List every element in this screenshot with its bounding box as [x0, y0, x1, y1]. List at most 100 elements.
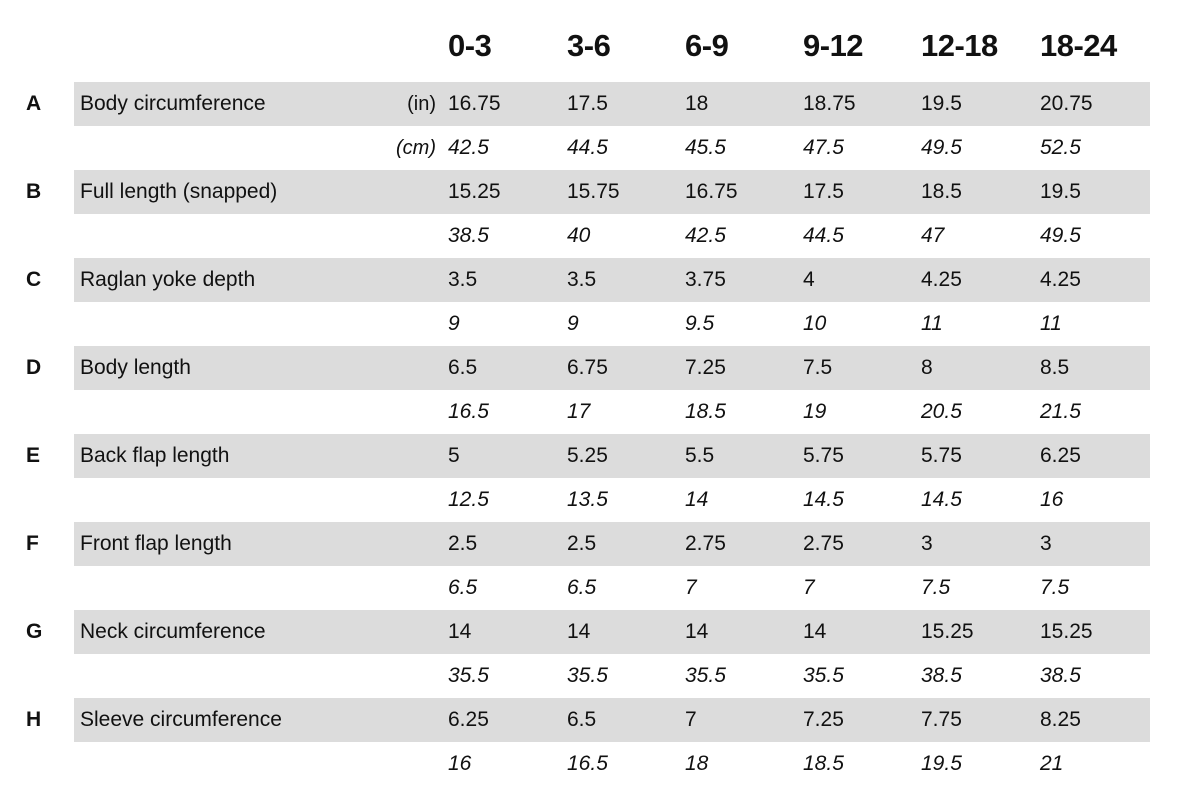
measurement-letter: A — [26, 92, 42, 115]
value-cm: 35.5 — [567, 664, 608, 687]
value-cm: 14 — [685, 488, 709, 511]
value-in: 5.75 — [803, 444, 844, 467]
value-in: 15.25 — [448, 180, 501, 203]
measurement-row-f-cm: 6.5 6.5 7 7 7.5 7.5 — [0, 566, 1186, 610]
measurement-label: Raglan yoke depth — [80, 268, 256, 291]
value-cm: 13.5 — [567, 488, 608, 511]
value-in: 5.75 — [921, 444, 962, 467]
value-cm: 9.5 — [685, 312, 715, 335]
measurement-label: Full length (snapped) — [80, 180, 278, 203]
measurement-row-a-cm: (cm) 42.5 44.5 45.5 47.5 49.5 52.5 — [0, 126, 1186, 170]
value-in: 15.75 — [567, 180, 620, 203]
row-band — [74, 346, 1150, 390]
value-cm: 16 — [1040, 488, 1064, 511]
value-in: 18.5 — [921, 180, 962, 203]
size-header-6-9: 6-9 — [685, 28, 729, 63]
value-in: 14 — [803, 620, 827, 643]
value-in: 2.75 — [685, 532, 726, 555]
value-in: 19.5 — [1040, 180, 1081, 203]
value-cm: 19 — [803, 400, 827, 423]
measurement-letter: G — [26, 620, 43, 643]
size-header-0-3: 0-3 — [448, 28, 492, 63]
value-in: 7 — [685, 708, 697, 731]
value-cm: 47 — [921, 224, 945, 247]
measurement-letter: F — [26, 532, 39, 555]
value-in: 5 — [448, 444, 460, 467]
value-in: 14 — [567, 620, 591, 643]
measurement-letter: E — [26, 444, 41, 467]
value-cm: 16.5 — [567, 752, 608, 775]
value-cm: 12.5 — [448, 488, 489, 511]
value-cm: 11 — [1040, 312, 1062, 335]
measurement-row-a-in: A Body circumference (in) 16.75 17.5 18 18.75 1… — [0, 82, 1186, 126]
value-cm: 16 — [448, 752, 472, 775]
row-band — [74, 610, 1150, 654]
value-in: 6.5 — [448, 356, 478, 379]
value-in: 4.25 — [1040, 268, 1081, 291]
value-in: 6.25 — [1040, 444, 1081, 467]
value-in: 2.5 — [567, 532, 597, 555]
value-in: 20.75 — [1040, 92, 1093, 115]
value-in: 8.5 — [1040, 356, 1070, 379]
size-header-3-6: 3-6 — [567, 28, 611, 63]
size-header-row: 0-3 3-6 6-9 9-12 12-18 18-24 — [0, 22, 1186, 70]
row-band — [74, 434, 1150, 478]
measurement-row-e-in: E Back flap length 5 5.25 5.5 5.75 5.75 6.25 — [0, 434, 1186, 478]
measurement-row-b-cm: 38.5 40 42.5 44.5 47 49.5 — [0, 214, 1186, 258]
measurement-row-f-in: F Front flap length 2.5 2.5 2.75 2.75 3 3 — [0, 522, 1186, 566]
measurement-row-g-in: G Neck circumference 14 14 14 14 15.25 15.25 — [0, 610, 1186, 654]
value-cm: 38.5 — [921, 664, 962, 687]
row-band — [74, 82, 1150, 126]
value-cm: 7 — [685, 576, 697, 599]
value-cm: 42.5 — [448, 136, 489, 159]
value-in: 14 — [685, 620, 709, 643]
value-in: 7.25 — [685, 356, 726, 379]
value-cm: 44.5 — [567, 136, 608, 159]
value-cm: 17 — [567, 400, 591, 423]
value-in: 17.5 — [567, 92, 608, 115]
unit-label-in: (in) — [407, 93, 436, 115]
measurement-row-d-cm: 16.5 17 18.5 19 20.5 21.5 — [0, 390, 1186, 434]
value-cm: 18.5 — [803, 752, 844, 775]
value-in: 4 — [803, 268, 815, 291]
value-in: 15.25 — [921, 620, 974, 643]
value-in: 6.75 — [567, 356, 608, 379]
measurement-letter: C — [26, 268, 42, 291]
measurement-row-c-in: C Raglan yoke depth 3.5 3.5 3.75 4 4.25 4.25 — [0, 258, 1186, 302]
value-cm: 21.5 — [1040, 400, 1081, 423]
value-cm: 14.5 — [921, 488, 962, 511]
value-cm: 16.5 — [448, 400, 489, 423]
size-header-18-24: 18-24 — [1040, 28, 1117, 63]
measurement-label: Neck circumference — [80, 620, 266, 643]
value-cm: 9 — [448, 312, 460, 335]
value-in: 6.25 — [448, 708, 489, 731]
value-in: 3 — [921, 532, 933, 555]
value-cm: 21 — [1040, 752, 1064, 775]
value-cm: 7.5 — [921, 576, 951, 599]
value-in: 7.25 — [803, 708, 844, 731]
value-in: 17.5 — [803, 180, 844, 203]
value-cm: 45.5 — [685, 136, 726, 159]
measurement-label: Back flap length — [80, 444, 230, 467]
value-in: 6.5 — [567, 708, 597, 731]
value-in: 3.5 — [567, 268, 597, 291]
value-cm: 10 — [803, 312, 827, 335]
measurement-row-e-cm: 12.5 13.5 14 14.5 14.5 16 — [0, 478, 1186, 522]
value-cm: 44.5 — [803, 224, 844, 247]
value-cm: 42.5 — [685, 224, 726, 247]
value-cm: 35.5 — [448, 664, 489, 687]
row-band — [74, 258, 1150, 302]
measurement-label: Body length — [80, 356, 191, 379]
value-cm: 40 — [567, 224, 591, 247]
value-in: 7.75 — [921, 708, 962, 731]
value-in: 3 — [1040, 532, 1052, 555]
value-cm: 6.5 — [567, 576, 597, 599]
value-in: 14 — [448, 620, 472, 643]
value-in: 18 — [685, 92, 709, 115]
value-cm: 19.5 — [921, 752, 962, 775]
value-cm: 7 — [803, 576, 815, 599]
value-in: 8 — [921, 356, 933, 379]
measurement-letter: H — [26, 708, 42, 731]
value-cm: 11 — [921, 312, 943, 335]
value-cm: 35.5 — [685, 664, 726, 687]
